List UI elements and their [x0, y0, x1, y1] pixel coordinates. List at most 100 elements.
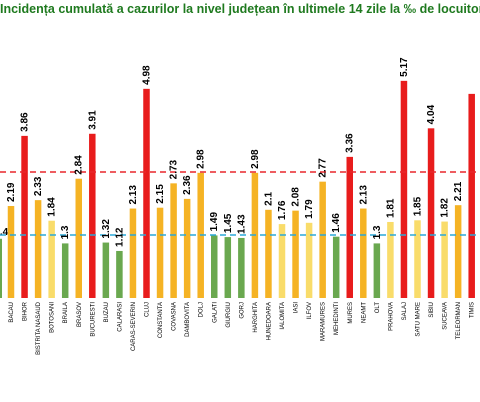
value-label-iasi: 2.08	[291, 187, 302, 207]
bar-partial-left	[0, 238, 2, 298]
category-label-cluj: CLUJ	[145, 302, 151, 317]
value-label-calarasi: 1.12	[114, 227, 125, 247]
value-label-braila: 1.3	[60, 225, 71, 239]
category-label-mehedinti: MEHEDINTI	[334, 302, 340, 335]
bar-bacau	[7, 206, 15, 298]
bar-salaj	[400, 80, 408, 298]
category-label-ilfov: ILFOV	[307, 302, 313, 319]
category-label-ialomita: IALOMITA	[280, 302, 286, 330]
bar-calarasi	[116, 250, 123, 298]
category-label-satu-mare: SATU MARE	[416, 302, 422, 337]
value-label-bacau: 2.19	[6, 182, 17, 202]
value-label-harghita: 2.98	[250, 149, 261, 169]
category-label-brasov: BRASOV	[77, 302, 83, 327]
bar-bistrita-nasaud	[34, 200, 42, 298]
value-label-ilfov: 1.79	[304, 199, 315, 219]
category-label-maramures: MARAMURES	[321, 302, 327, 341]
chart-title: Incidența cumulată a cazurilor la nivel …	[0, 2, 480, 16]
value-label-salaj: 5.17	[399, 57, 410, 77]
bar-ilfov	[305, 222, 313, 298]
category-label-bistrita-nasaud: BISTRITA NASAUD	[36, 301, 42, 355]
value-label-giurgiu: 1.45	[223, 213, 234, 233]
category-label-timis: TIMIS	[470, 302, 476, 318]
value-label-mures: 3.36	[345, 133, 356, 153]
value-label-dolj: 2.98	[196, 149, 207, 169]
value-label-satu-mare: 1.85	[413, 196, 424, 216]
bar-timis	[468, 93, 475, 298]
value-label-botosani: 1.84	[47, 197, 58, 217]
value-label-galati: 1.49	[209, 212, 220, 232]
value-label-ialomita: 1.76	[277, 200, 288, 220]
category-label-calarasi: CALARASI	[117, 302, 123, 332]
bar-caras-severin	[129, 208, 137, 298]
category-label-bucuresti: BUCURESTI	[90, 302, 96, 337]
value-label-brasov: 2.84	[74, 155, 85, 175]
category-label-harghita: HARGHITA	[253, 302, 259, 333]
value-label-olt: 1.3	[372, 225, 383, 239]
value-label-suceava: 1.82	[440, 198, 451, 218]
bar-gorj	[238, 237, 245, 298]
category-label-botosani: BOTOSANI	[50, 302, 56, 333]
value-label-hunedoara: 2.1	[263, 191, 274, 205]
category-label-gorj: GORJ	[239, 302, 245, 319]
bar-bucuresti	[89, 133, 96, 298]
value-label-maramures: 2.77	[318, 158, 329, 178]
value-label-covasna: 2.73	[169, 159, 180, 179]
bar-partial-left-label: 1.41	[0, 227, 14, 238]
value-label-teleorman: 2.21	[453, 181, 464, 201]
category-label-prahova: PRAHOVA	[388, 302, 394, 331]
category-label-neamt: NEAMT	[361, 302, 367, 323]
bar-mehedinti	[332, 236, 340, 298]
value-label-constanta: 2.15	[155, 184, 166, 204]
value-label-bihor: 3.86	[20, 112, 31, 132]
bar-iasi	[292, 210, 299, 298]
category-label-olt: OLT	[375, 302, 381, 314]
value-label-caras-severin: 2.13	[128, 185, 139, 205]
category-label-galati: GALATI	[212, 302, 218, 323]
category-label-covasna: COVASNA	[172, 302, 178, 331]
bar-constanta	[156, 207, 164, 298]
category-label-dolj: DOLJ	[199, 302, 205, 317]
category-label-suceava: SUCEAVA	[443, 302, 449, 330]
bar-satu-mare	[414, 220, 421, 298]
category-label-braila: BRAILA	[63, 302, 69, 323]
bar-galati	[211, 235, 218, 298]
value-label-dambovita: 2.36	[182, 175, 193, 195]
bar-mures	[346, 156, 353, 298]
category-label-hunedoara: HUNEDOARA	[266, 302, 272, 340]
bar-brasov	[75, 178, 82, 298]
category-label-caras-severin: CARAS-SEVERIN	[131, 302, 137, 351]
category-label-iasi: IASI	[294, 302, 300, 314]
value-label-neamt: 2.13	[358, 185, 369, 205]
category-label-teleorman: TELEORMAN	[456, 302, 462, 339]
value-label-cluj: 4.98	[142, 65, 153, 85]
category-label-bihor: BIHOR	[23, 301, 29, 321]
bar-buzau	[102, 242, 110, 298]
bar-prahova	[387, 221, 394, 298]
bar-bihor	[21, 135, 28, 298]
bar-ialomita	[278, 224, 286, 298]
bar-botosani	[48, 220, 55, 298]
category-label-mures: MURES	[348, 302, 354, 324]
bar-covasna	[170, 183, 177, 298]
bar-suceava	[441, 221, 448, 298]
bar-cluj	[143, 88, 150, 298]
category-label-sibiu: SIBIU	[429, 302, 435, 318]
value-label-bistrita-nasaud: 2.33	[33, 176, 44, 196]
category-label-buzau: BUZAU	[104, 302, 110, 322]
bar-olt	[373, 243, 381, 298]
value-label-prahova: 1.81	[385, 198, 396, 218]
bar-dambovita	[183, 198, 191, 298]
bar-teleorman	[454, 205, 462, 298]
value-label-buzau: 1.32	[101, 219, 112, 239]
bar-giurgiu	[224, 237, 232, 298]
value-label-gorj: 1.43	[236, 214, 247, 234]
bar-sibiu	[427, 128, 435, 298]
category-label-dambovita: DAMBOVITA	[185, 302, 191, 337]
category-label-salaj: SALAJ	[402, 302, 408, 320]
value-label-bucuresti: 3.91	[87, 110, 98, 130]
category-label-constanta: CONSTANTA	[158, 302, 164, 338]
bar-maramures	[319, 181, 326, 298]
